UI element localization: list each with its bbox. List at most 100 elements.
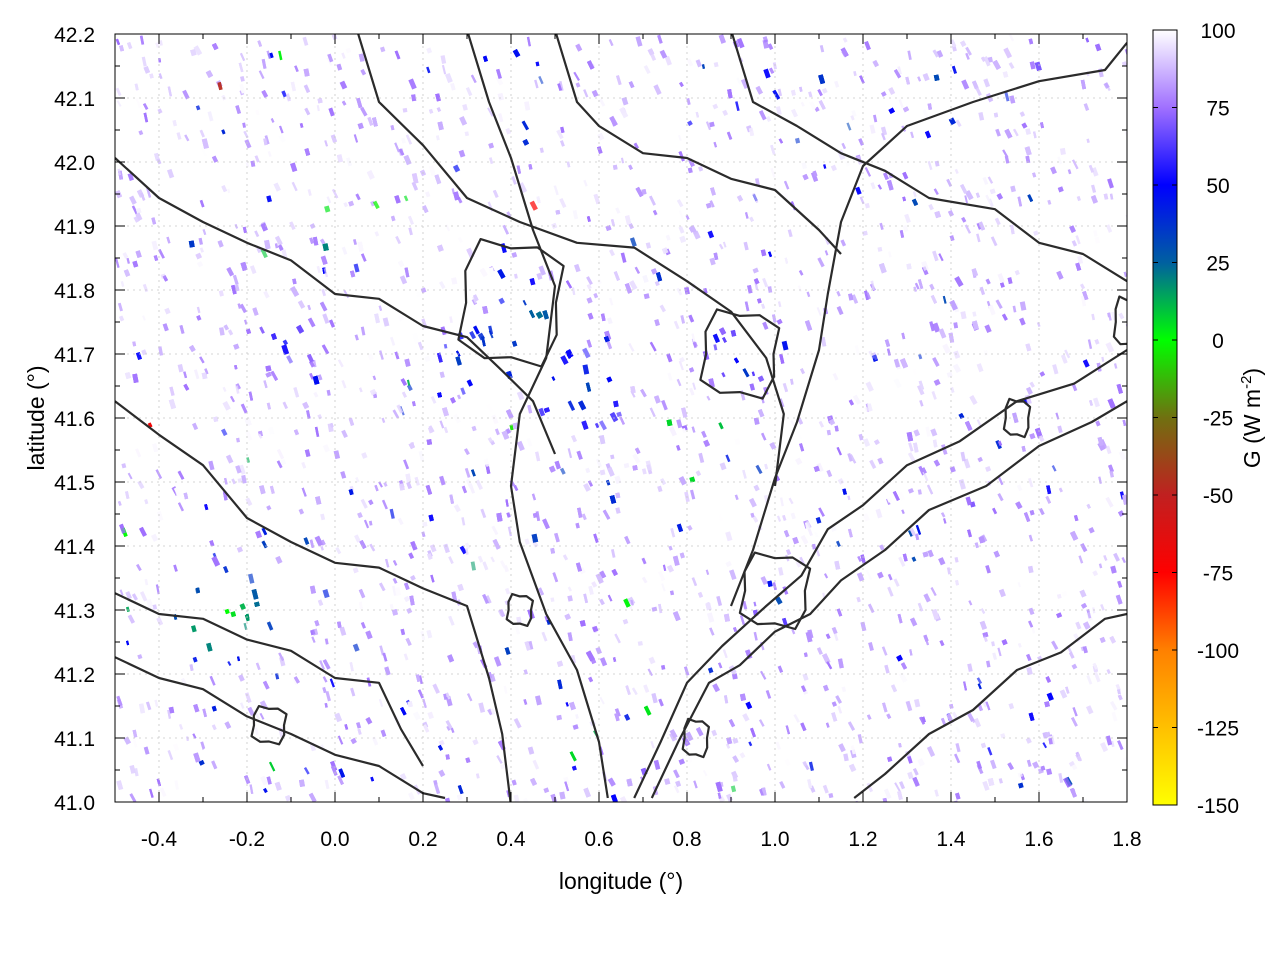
field-cell bbox=[453, 504, 461, 513]
field-cell bbox=[582, 364, 590, 375]
field-cell bbox=[543, 787, 550, 794]
field-cell bbox=[254, 230, 260, 238]
field-cell bbox=[648, 656, 656, 665]
field-cell bbox=[762, 39, 769, 49]
field-cell bbox=[467, 693, 473, 702]
field-cell bbox=[1046, 768, 1053, 776]
field-cell bbox=[116, 100, 122, 107]
field-cell bbox=[793, 713, 800, 723]
field-cell bbox=[559, 197, 567, 209]
field-cell bbox=[518, 182, 528, 193]
field-cell bbox=[1071, 240, 1078, 247]
field-cell bbox=[279, 656, 286, 667]
field-cell bbox=[1094, 236, 1100, 244]
field-cell bbox=[762, 277, 769, 288]
field-cell bbox=[840, 239, 847, 247]
field-cell bbox=[445, 73, 453, 84]
field-cell bbox=[897, 66, 902, 75]
field-cell bbox=[1047, 199, 1052, 205]
field-cell bbox=[938, 253, 944, 262]
field-cell bbox=[635, 36, 643, 47]
field-cell bbox=[690, 489, 696, 500]
field-cell bbox=[831, 626, 838, 635]
field-cell bbox=[122, 252, 129, 259]
field-cell bbox=[862, 513, 870, 522]
field-cell bbox=[1004, 91, 1010, 102]
field-cell bbox=[1091, 184, 1097, 193]
field-cell bbox=[968, 600, 973, 606]
field-cell bbox=[1111, 711, 1118, 722]
field-cell bbox=[748, 741, 753, 747]
field-cell bbox=[594, 422, 600, 429]
field-cell bbox=[242, 122, 246, 128]
field-cell bbox=[725, 454, 731, 463]
field-cell bbox=[527, 746, 535, 755]
field-cell bbox=[964, 224, 972, 234]
field-cell bbox=[227, 329, 234, 336]
field-cell bbox=[325, 690, 331, 702]
field-cell bbox=[595, 646, 602, 655]
field-cell bbox=[799, 556, 806, 566]
field-cell bbox=[380, 46, 386, 53]
field-cell bbox=[516, 440, 525, 451]
field-cell bbox=[907, 487, 914, 494]
field-cell bbox=[711, 729, 718, 737]
field-cell bbox=[408, 78, 417, 90]
field-cell bbox=[244, 319, 248, 325]
field-cell bbox=[695, 59, 702, 68]
field-cell bbox=[702, 769, 708, 777]
field-cell bbox=[324, 638, 329, 645]
field-cell bbox=[816, 307, 822, 317]
field-cell bbox=[1076, 195, 1082, 202]
field-cell bbox=[285, 93, 291, 102]
field-cell bbox=[930, 428, 938, 437]
field-cell bbox=[767, 580, 773, 587]
field-cell bbox=[445, 695, 453, 707]
field-cell bbox=[917, 384, 925, 396]
field-cell bbox=[1091, 313, 1096, 321]
field-cell bbox=[353, 134, 359, 143]
field-cell bbox=[868, 642, 874, 652]
field-cell bbox=[505, 428, 512, 435]
field-cell bbox=[643, 65, 651, 75]
field-cell bbox=[526, 437, 533, 447]
field-cell bbox=[923, 593, 931, 603]
field-cell bbox=[660, 664, 666, 670]
field-cell bbox=[469, 330, 477, 340]
field-cell bbox=[629, 237, 637, 247]
field-cell bbox=[823, 573, 829, 579]
field-cell bbox=[353, 263, 360, 273]
field-cell bbox=[880, 126, 888, 136]
field-cell bbox=[529, 200, 538, 211]
field-cell bbox=[1107, 178, 1114, 189]
field-cell bbox=[922, 72, 930, 82]
field-cell bbox=[282, 339, 289, 346]
field-cell bbox=[853, 70, 857, 77]
field-cell bbox=[428, 425, 435, 433]
field-cell bbox=[879, 222, 884, 230]
field-cell bbox=[583, 89, 589, 98]
field-cell bbox=[464, 467, 471, 478]
field-cell bbox=[938, 557, 946, 566]
field-cell bbox=[755, 464, 763, 475]
field-cell bbox=[235, 383, 241, 390]
field-cell bbox=[535, 61, 540, 67]
field-cell bbox=[760, 575, 768, 586]
field-cell bbox=[929, 321, 935, 332]
field-cell bbox=[698, 452, 705, 464]
field-cell bbox=[673, 320, 680, 330]
field-cell bbox=[266, 505, 272, 511]
field-cell bbox=[1058, 773, 1064, 783]
field-cell bbox=[905, 700, 913, 712]
field-cell bbox=[953, 753, 961, 764]
field-cell bbox=[909, 617, 918, 627]
field-cell bbox=[864, 406, 870, 413]
field-cell bbox=[406, 384, 413, 392]
field-cell bbox=[676, 419, 683, 429]
field-cell bbox=[403, 653, 409, 661]
field-cell bbox=[583, 179, 588, 187]
field-cell bbox=[119, 589, 124, 596]
field-cell bbox=[998, 588, 1006, 598]
field-cell bbox=[392, 409, 400, 419]
field-cell bbox=[775, 741, 781, 750]
